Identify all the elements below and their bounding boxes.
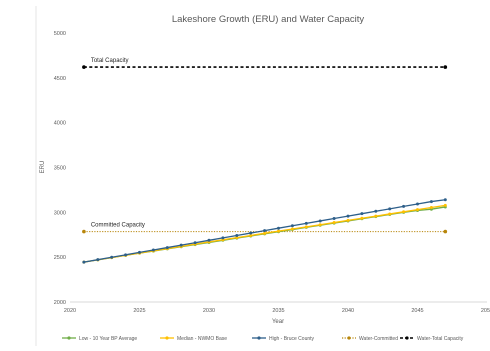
legend-label-median-nwmo-base: Median - NWMO Base: [177, 336, 227, 342]
annotation-total-capacity: Total Capacity: [91, 58, 129, 64]
legend-label-low-10-year-bp-average: Low - 10 Year BP Average: [79, 336, 137, 342]
y-tick-label: 2000: [54, 300, 66, 306]
data-point-high-bruce-county: [443, 198, 447, 202]
data-point-high-bruce-county: [429, 200, 433, 204]
data-point-high-bruce-county: [151, 248, 155, 252]
annotation-layer: Total Capacity Committed Capacity: [91, 58, 145, 229]
data-point-high-bruce-county: [193, 241, 197, 245]
data-point-median-nwmo-base: [304, 225, 308, 229]
data-point-median-nwmo-base: [374, 214, 378, 218]
legend-marker-water-committed: [347, 336, 351, 340]
y-axis-label: ERU: [40, 161, 46, 174]
data-point-high-bruce-county: [138, 250, 141, 254]
legend-marker-median-nwmo-base: [165, 336, 169, 340]
y-tick-label: 2500: [54, 255, 66, 261]
data-point-high-bruce-county: [277, 226, 280, 230]
data-point-high-bruce-county: [374, 209, 378, 213]
data-point-high-bruce-county: [402, 204, 406, 208]
data-point-high-bruce-county: [207, 238, 211, 242]
data-point-high-bruce-county: [360, 212, 364, 216]
legend-marker-low-10-year-bp-average: [67, 336, 71, 340]
data-point-high-bruce-county: [124, 253, 128, 257]
data-point-water-committed: [82, 229, 86, 234]
data-point-median-nwmo-base: [346, 218, 350, 222]
data-point-high-bruce-county: [346, 214, 350, 218]
data-point-high-bruce-county: [249, 231, 253, 235]
data-point-median-nwmo-base: [429, 205, 433, 209]
x-tick-label: 2035: [272, 308, 284, 314]
data-point-median-nwmo-base: [263, 231, 267, 235]
data-point-high-bruce-county: [304, 221, 308, 225]
x-tick-label: 2030: [203, 308, 215, 314]
data-point-water-total-capacity: [443, 65, 448, 69]
data-point-high-bruce-county: [165, 246, 169, 250]
data-point-high-bruce-county: [318, 219, 322, 223]
y-tick-label: 3500: [54, 166, 66, 172]
annotation-committed-capacity: Committed Capacity: [91, 223, 145, 229]
series-layer: [82, 65, 448, 264]
data-point-high-bruce-county: [179, 243, 183, 247]
data-point-median-nwmo-base: [235, 236, 239, 240]
x-tick-label: 2045: [411, 308, 423, 314]
x-tick-label: 2050: [481, 308, 490, 314]
data-point-high-bruce-county: [332, 217, 336, 221]
data-point-median-nwmo-base: [249, 233, 253, 237]
legend-label-high-bruce-county: High - Bruce County: [269, 336, 315, 342]
data-point-median-nwmo-base: [443, 203, 447, 207]
x-axis-label: Year: [272, 319, 284, 325]
legend-label-water-total-capacity: Water-Total Capacity: [417, 336, 464, 342]
y-tick-label: 5000: [54, 31, 66, 37]
y-tick-label: 3000: [54, 210, 66, 216]
data-point-high-bruce-county: [388, 207, 392, 211]
data-point-median-nwmo-base: [388, 212, 392, 216]
data-point-high-bruce-county: [110, 255, 114, 259]
data-point-median-nwmo-base: [277, 229, 280, 233]
data-point-high-bruce-county: [221, 236, 225, 240]
data-point-high-bruce-county: [290, 224, 294, 228]
chart-title: Lakeshore Growth (ERU) and Water Capacit…: [172, 14, 365, 25]
axes: 2000 2500 3000 3500 4000 4500 5000 2020 2025 2030…: [54, 31, 490, 314]
y-tick-label: 4000: [54, 121, 66, 127]
data-point-median-nwmo-base: [416, 208, 419, 212]
legend-label-water-committed: Water-Committed: [359, 336, 398, 342]
legend: Low - 10 Year BP Average Median - NWMO Ba…: [62, 336, 464, 342]
data-point-median-nwmo-base: [360, 216, 364, 220]
data-point-median-nwmo-base: [402, 210, 406, 214]
data-point-median-nwmo-base: [332, 221, 336, 225]
data-point-high-bruce-county: [263, 229, 267, 233]
legend-marker-water-total-capacity: [405, 336, 409, 340]
x-tick-label: 2040: [342, 308, 354, 314]
data-point-high-bruce-county: [96, 258, 100, 262]
x-tick-label: 2020: [64, 308, 76, 314]
data-point-median-nwmo-base: [318, 223, 322, 227]
data-point-high-bruce-county: [416, 202, 419, 206]
data-point-water-total-capacity: [82, 65, 86, 69]
data-point-median-nwmo-base: [290, 227, 294, 231]
y-tick-label: 4500: [54, 76, 66, 82]
legend-marker-high-bruce-county: [257, 336, 261, 340]
data-point-water-committed: [443, 229, 448, 234]
x-tick-label: 2025: [133, 308, 145, 314]
data-point-high-bruce-county: [82, 260, 86, 264]
data-point-high-bruce-county: [235, 233, 239, 237]
